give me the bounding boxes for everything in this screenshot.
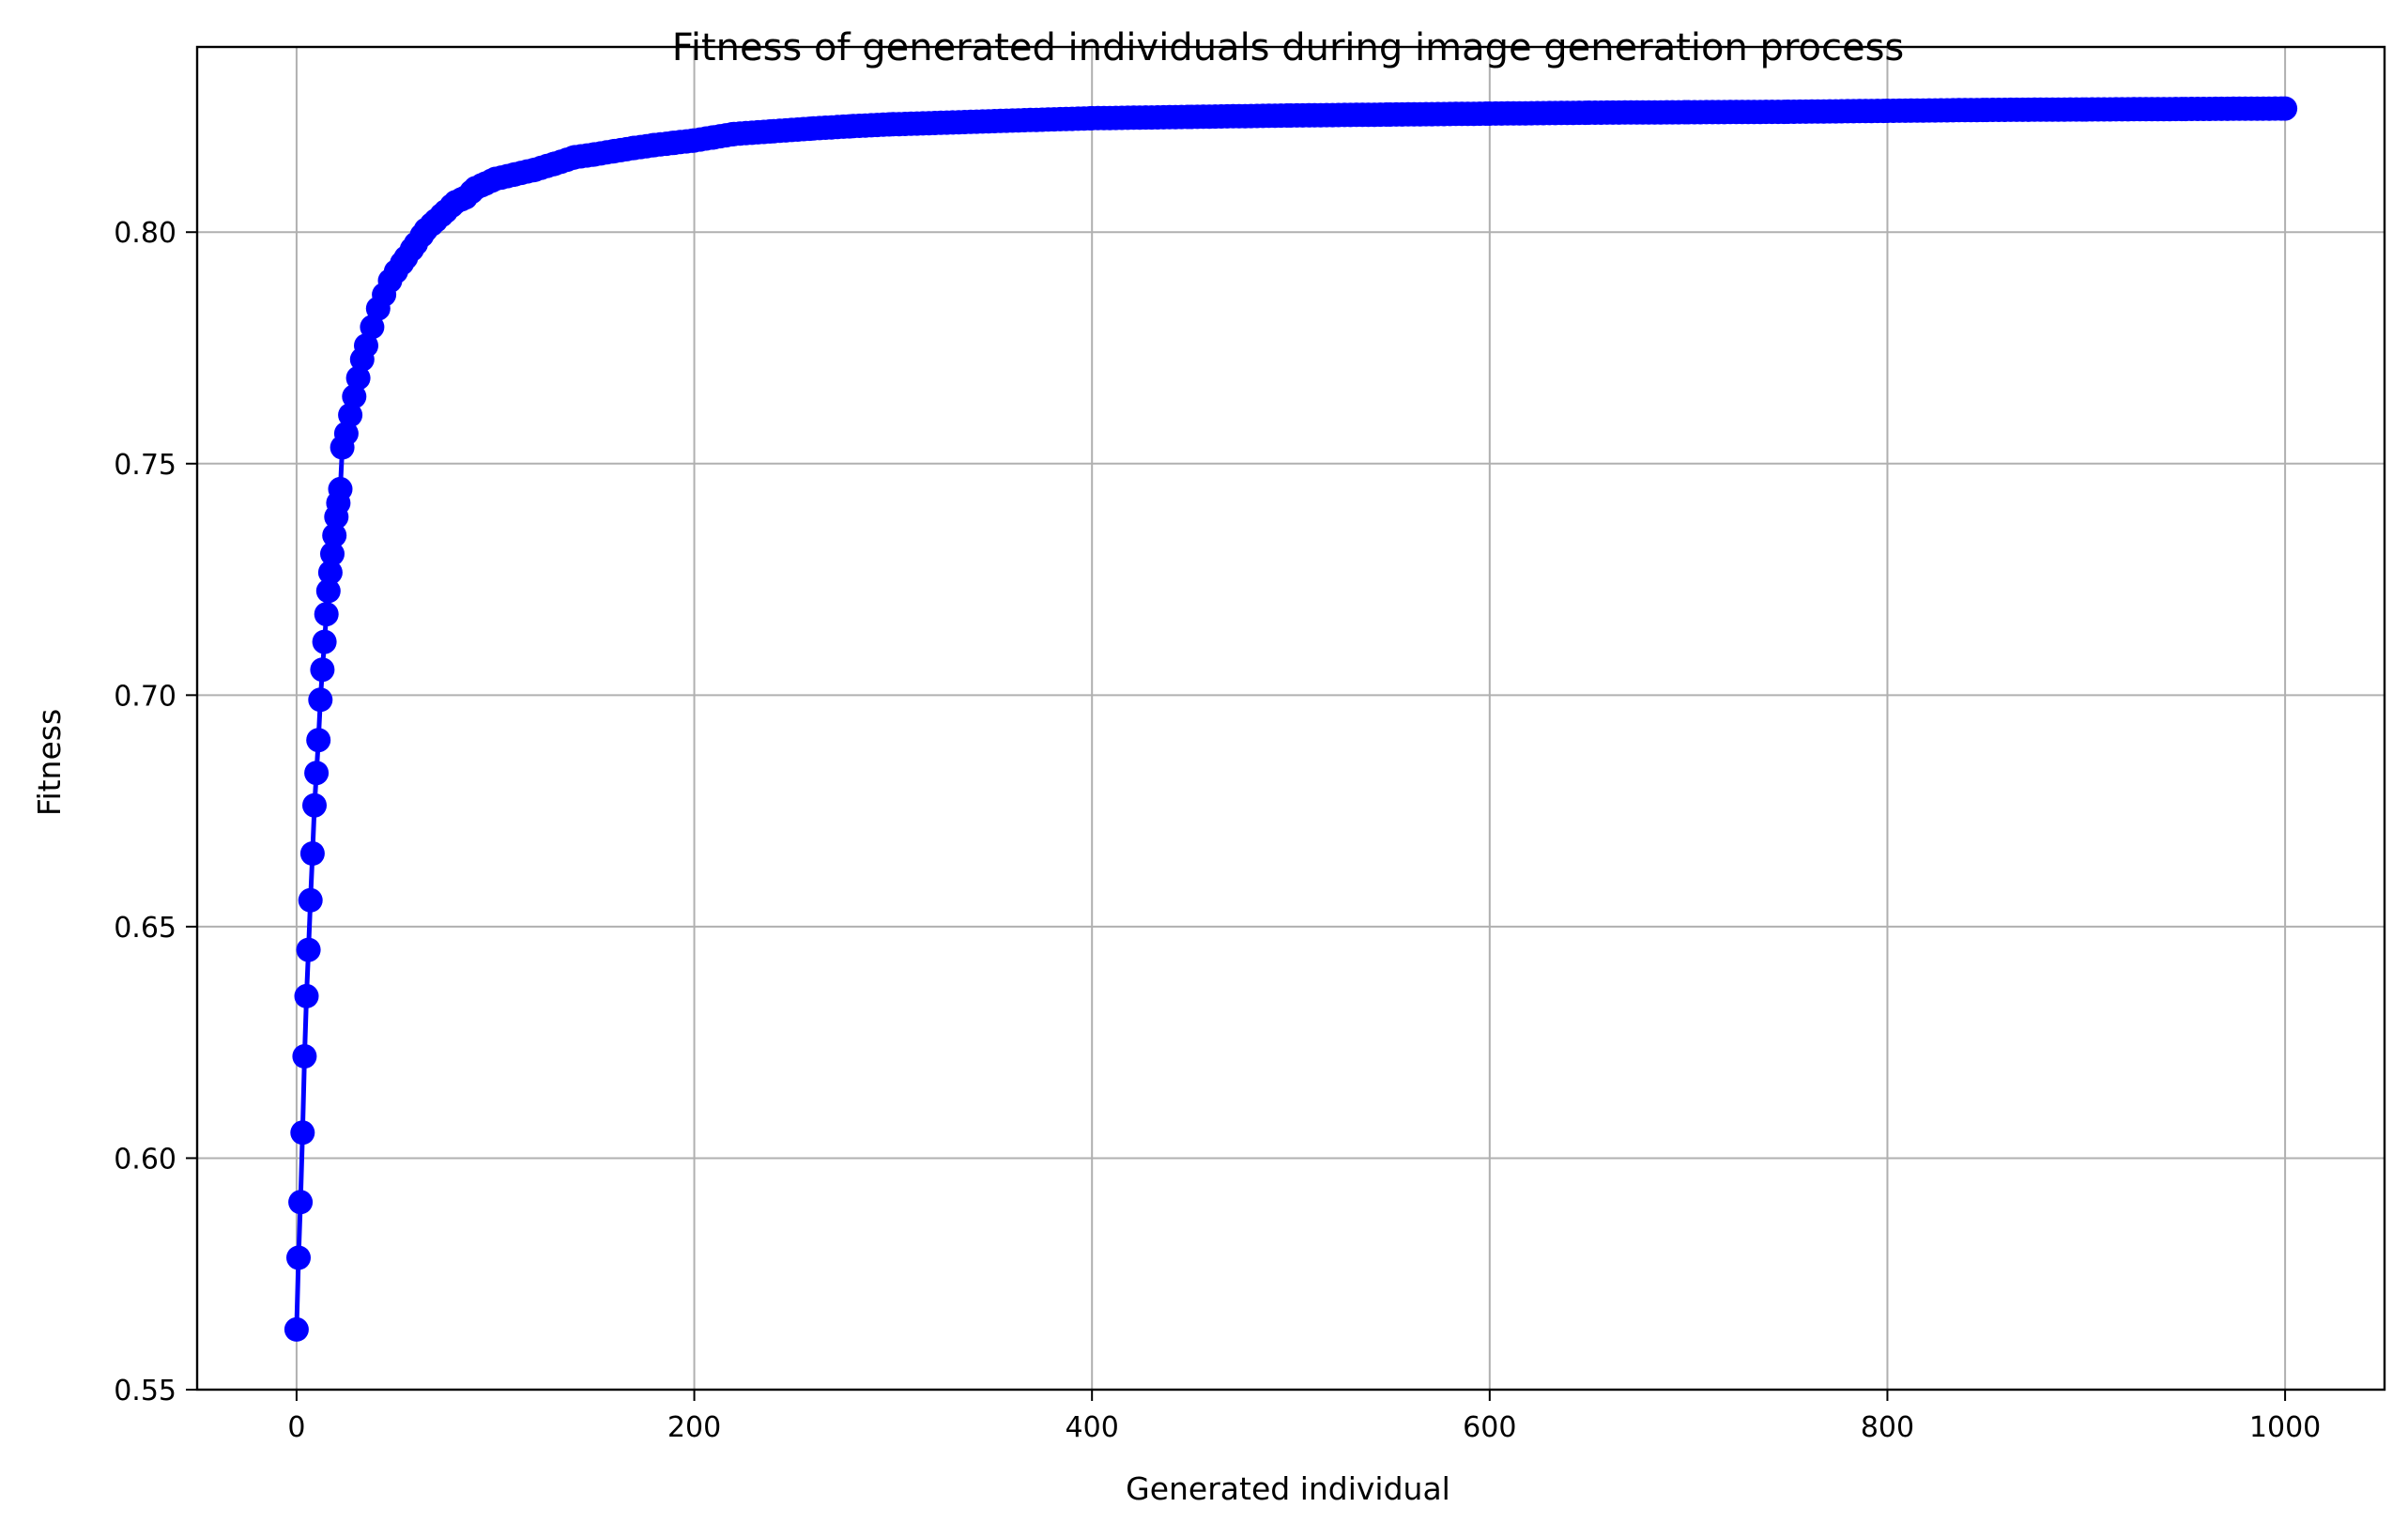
data-point <box>302 792 327 818</box>
data-point <box>310 657 335 683</box>
data-point <box>333 421 359 446</box>
plot-area-frame <box>195 45 2386 1392</box>
x-tick-label: 600 <box>1463 1411 1516 1444</box>
tick-layer: 0 200 400 600 800 1000 0.55 0.60 0.65 0.70 0.75 0.8… <box>114 217 2321 1444</box>
data-point <box>2268 96 2293 121</box>
data-point <box>342 384 367 409</box>
data-point <box>304 761 330 786</box>
data-point <box>322 523 347 548</box>
data-point <box>314 602 339 627</box>
y-tick-label: 0.75 <box>114 449 176 482</box>
x-tick-label: 1000 <box>2249 1411 2321 1444</box>
data-point <box>312 629 337 654</box>
y-tick-label: 0.55 <box>114 1375 176 1407</box>
y-tick-label: 0.80 <box>114 217 176 250</box>
data-point <box>308 687 333 713</box>
x-tick-label: 200 <box>667 1411 721 1444</box>
y-tick-label: 0.60 <box>114 1143 176 1176</box>
chart-title: Fitness of generated individuals during … <box>672 26 1905 69</box>
data-point <box>296 937 321 962</box>
data-point <box>328 476 353 501</box>
y-tick-label: 0.70 <box>114 680 176 713</box>
x-tick-label: 400 <box>1066 1411 1119 1444</box>
data-point <box>360 315 385 340</box>
x-tick-label: 0 <box>287 1411 305 1444</box>
data-point <box>286 1245 311 1270</box>
data-point <box>299 841 325 866</box>
data-point <box>284 1316 309 1342</box>
data-point <box>338 403 363 427</box>
data-point <box>345 365 371 391</box>
data-point <box>290 1120 315 1146</box>
data-point <box>320 541 345 566</box>
data-point <box>294 983 319 1008</box>
data-point <box>354 333 378 359</box>
data-point <box>288 1190 314 1215</box>
data-point <box>292 1044 317 1069</box>
y-tick-label: 0.65 <box>114 912 176 945</box>
data-point <box>306 728 331 753</box>
x-tick-label: 800 <box>1861 1411 1914 1444</box>
data-point <box>315 578 341 604</box>
data-point <box>317 560 343 585</box>
x-axis-title: Generated individual <box>1126 1470 1450 1507</box>
data-point <box>298 887 323 913</box>
series-layer <box>284 96 2298 1342</box>
y-axis-title: Fitness <box>31 709 68 816</box>
